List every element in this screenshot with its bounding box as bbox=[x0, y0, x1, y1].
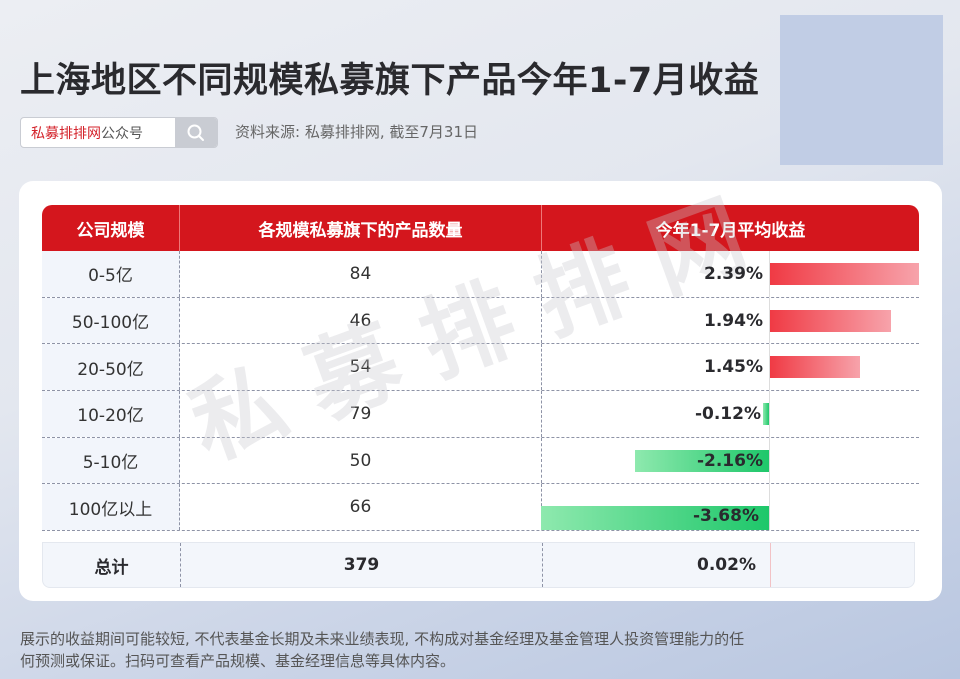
positive-bar bbox=[770, 309, 891, 332]
cell-count: 66 bbox=[180, 484, 542, 531]
table-row: 10-20亿 79 -0.12% bbox=[42, 391, 919, 438]
table-row: 50-100亿 46 1.94% bbox=[42, 297, 919, 345]
total-label: 总计 bbox=[43, 543, 181, 587]
return-value: -3.68% bbox=[692, 506, 759, 527]
cell-count: 79 bbox=[180, 391, 542, 437]
total-bar-cell bbox=[771, 543, 914, 587]
disclaimer-line-2: 何预测或保证。扫码可查看产品规模、基金经理信息等具体内容。 bbox=[20, 652, 456, 670]
cell-bar bbox=[770, 344, 919, 390]
cell-count: 84 bbox=[180, 251, 542, 297]
negative-bar bbox=[635, 449, 769, 472]
total-count: 379 bbox=[181, 543, 543, 587]
cell-count: 54 bbox=[180, 344, 542, 391]
positive-bar bbox=[770, 263, 919, 285]
cell-scale: 5-10亿 bbox=[42, 437, 180, 484]
cell-bar bbox=[770, 484, 919, 530]
total-row: 总计 379 0.02% bbox=[42, 542, 915, 588]
negative-bar bbox=[763, 403, 769, 426]
header-scale: 公司规模 bbox=[42, 205, 180, 251]
search-icon bbox=[187, 124, 204, 141]
search-suffix: 公众号 bbox=[101, 125, 143, 142]
cell-count: 50 bbox=[180, 437, 542, 484]
cell-return: 1.94% bbox=[542, 297, 770, 344]
cell-bar bbox=[770, 251, 919, 297]
table-row: 100亿以上 66 -3.68% bbox=[42, 484, 919, 532]
search-button[interactable] bbox=[175, 118, 217, 147]
cell-return: -0.12% bbox=[542, 391, 770, 437]
total-return: 0.02% bbox=[543, 543, 771, 587]
search-box[interactable]: 私募排排网 公众号 bbox=[20, 117, 218, 148]
search-brand: 私募排排网 bbox=[31, 125, 101, 142]
cell-scale: 20-50亿 bbox=[42, 344, 180, 391]
disclaimer: 展示的收益期间可能较短, 不代表基金长期及未来业绩表现, 不构成对基金经理及基金… bbox=[20, 628, 940, 672]
table-row: 0-5亿 84 2.39% bbox=[42, 251, 919, 298]
cell-bar bbox=[770, 438, 919, 484]
header-count: 各规模私募旗下的产品数量 bbox=[180, 205, 542, 251]
return-value: 1.45% bbox=[704, 357, 763, 378]
cell-bar bbox=[770, 298, 919, 344]
return-value: -2.16% bbox=[696, 450, 763, 471]
table-row: 5-10亿 50 -2.16% bbox=[42, 437, 919, 485]
returns-table: 公司规模 各规模私募旗下的产品数量 今年1-7月平均收益 0-5亿 84 2.3… bbox=[42, 205, 919, 532]
cell-return: -2.16% bbox=[542, 437, 770, 484]
positive-bar bbox=[770, 356, 860, 379]
table-row: 20-50亿 54 1.45% bbox=[42, 344, 919, 392]
cell-scale: 50-100亿 bbox=[42, 297, 180, 344]
qr-code-placeholder bbox=[780, 15, 943, 165]
cell-scale: 10-20亿 bbox=[42, 391, 180, 437]
return-value: 2.39% bbox=[704, 263, 763, 284]
table-header: 公司规模 各规模私募旗下的产品数量 今年1-7月平均收益 bbox=[42, 205, 919, 251]
cell-count: 46 bbox=[180, 297, 542, 344]
header-return: 今年1-7月平均收益 bbox=[655, 220, 806, 241]
search-text[interactable]: 私募排排网 公众号 bbox=[21, 118, 175, 147]
negative-bar bbox=[541, 506, 769, 531]
source-note: 资料来源: 私募排排网, 截至7月31日 bbox=[235, 123, 478, 141]
cell-scale: 100亿以上 bbox=[42, 484, 180, 531]
return-value: 1.94% bbox=[704, 310, 763, 331]
page-title: 上海地区不同规模私募旗下产品今年1-7月收益 bbox=[20, 61, 760, 101]
cell-return: 2.39% bbox=[542, 251, 770, 297]
cell-return: -3.68% bbox=[541, 484, 770, 531]
cell-scale: 0-5亿 bbox=[42, 251, 180, 297]
return-value: -0.12% bbox=[694, 403, 761, 424]
cell-return: 1.45% bbox=[542, 344, 770, 391]
cell-bar bbox=[770, 391, 919, 437]
disclaimer-line-1: 展示的收益期间可能较短, 不代表基金长期及未来业绩表现, 不构成对基金经理及基金… bbox=[20, 630, 745, 648]
